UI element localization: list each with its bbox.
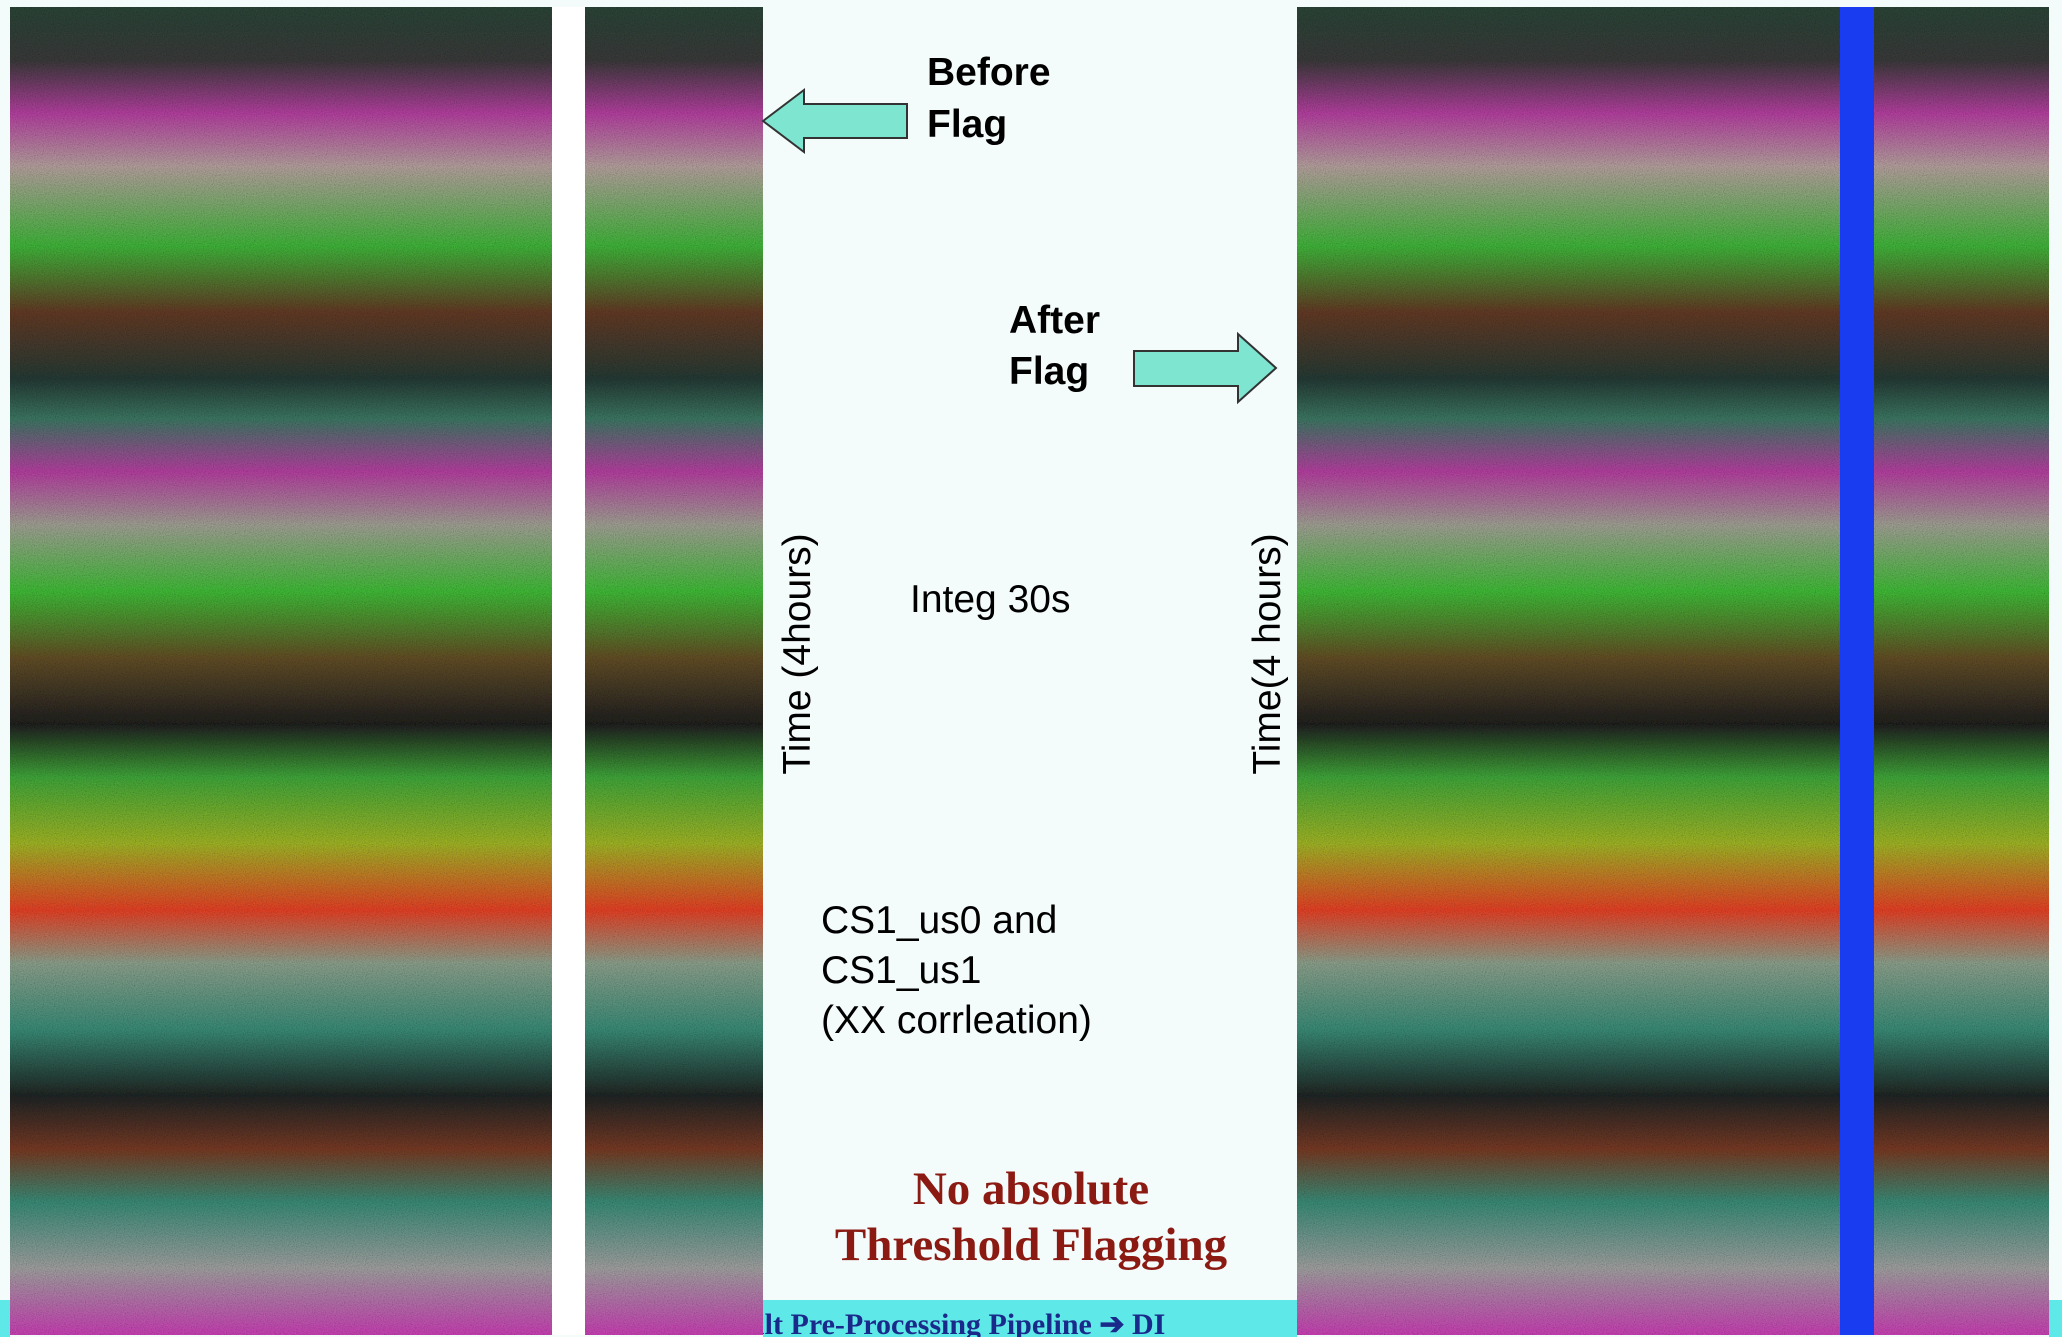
- footer-bar: [2049, 1300, 2062, 1337]
- waterfall-before: [10, 7, 763, 1335]
- arrow-after: [1133, 331, 1278, 405]
- arrow-before: [761, 87, 908, 155]
- correlation-note: CS1_us1: [821, 949, 981, 992]
- before-label: Before: [927, 51, 1051, 94]
- headline: Threshold Flagging: [835, 1219, 1228, 1271]
- rfi-stripe: [552, 7, 585, 1335]
- headline: No absolute: [913, 1163, 1149, 1215]
- footer-bar: [763, 1300, 1297, 1337]
- footer-text: ult Pre-Processing Pipeline ➔ DI: [748, 1308, 1165, 1337]
- after-label: After: [1009, 299, 1100, 342]
- axis-label: Time (4hours): [776, 533, 819, 774]
- correlation-note: CS1_us0 and: [821, 899, 1057, 942]
- before-label: Flag: [927, 103, 1007, 146]
- footer-bar: [0, 1300, 10, 1337]
- waterfall-after: [1297, 7, 2049, 1335]
- after-label: Flag: [1009, 350, 1089, 393]
- integration-note: Integ 30s: [910, 578, 1070, 621]
- axis-label: Time(4 hours): [1246, 533, 1289, 774]
- flagged-stripe: [1840, 7, 1874, 1335]
- correlation-note: (XX corrleation): [821, 999, 1092, 1042]
